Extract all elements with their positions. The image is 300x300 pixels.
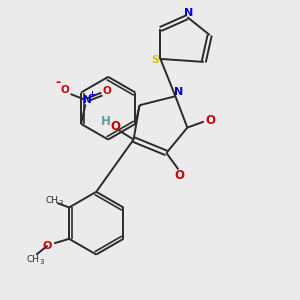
Text: +: + (88, 89, 96, 98)
Text: O: O (205, 114, 215, 127)
Text: N: N (174, 87, 183, 97)
Text: O: O (103, 86, 112, 96)
Text: O: O (175, 169, 185, 182)
Text: -: - (56, 76, 61, 89)
Text: 3: 3 (58, 200, 63, 206)
Text: O: O (110, 120, 120, 133)
Text: H: H (101, 115, 111, 128)
Text: N: N (184, 8, 194, 18)
Text: S: S (151, 56, 159, 65)
Text: O: O (60, 85, 69, 95)
Text: O: O (43, 241, 52, 251)
Text: N: N (82, 95, 91, 105)
Text: 3: 3 (39, 259, 44, 265)
Text: CH: CH (27, 255, 40, 264)
Text: CH: CH (45, 196, 58, 205)
